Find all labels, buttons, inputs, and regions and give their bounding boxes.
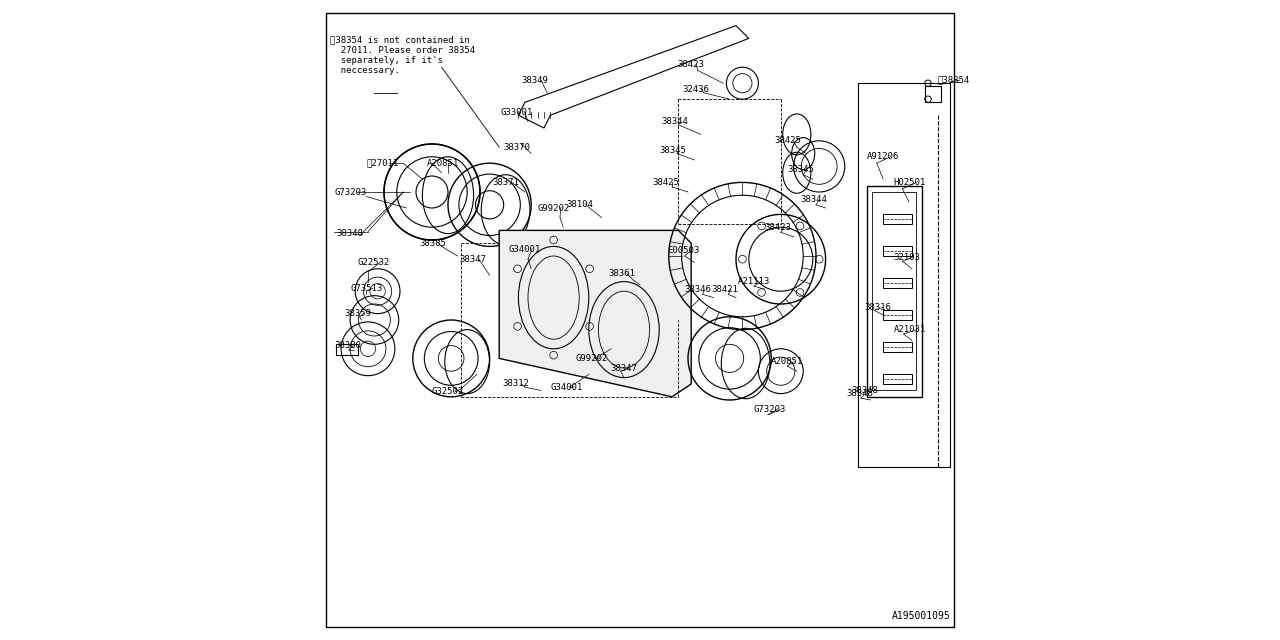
Text: 38385: 38385: [420, 239, 445, 248]
Text: G99202: G99202: [576, 354, 608, 363]
Bar: [883, 214, 913, 224]
Bar: [883, 278, 913, 288]
Text: 38316: 38316: [864, 303, 891, 312]
Polygon shape: [518, 26, 749, 128]
Text: 38346: 38346: [685, 285, 712, 294]
Text: 38347: 38347: [460, 255, 486, 264]
Text: G73203: G73203: [334, 188, 366, 196]
Text: 38345: 38345: [659, 146, 686, 155]
Text: 38347: 38347: [611, 364, 636, 372]
Text: 38348: 38348: [851, 386, 878, 395]
Text: 38345: 38345: [787, 165, 814, 174]
Polygon shape: [499, 230, 691, 397]
Text: 38348: 38348: [846, 389, 873, 398]
Text: 38370: 38370: [503, 143, 530, 152]
Bar: [883, 310, 913, 320]
Text: 38312: 38312: [502, 380, 529, 388]
Text: 38425: 38425: [653, 178, 680, 187]
Text: 38349: 38349: [522, 76, 548, 84]
Bar: [883, 374, 913, 384]
Text: 38344: 38344: [662, 117, 687, 126]
Bar: [868, 186, 922, 397]
Text: 38361: 38361: [608, 269, 635, 278]
Text: E00503: E00503: [668, 246, 700, 255]
Text: 38380: 38380: [334, 341, 361, 350]
Text: G34001: G34001: [550, 383, 582, 392]
Text: ※38354 is not contained in
  27011. Please order 38354
  separately, if it's
  n: ※38354 is not contained in 27011. Please…: [330, 35, 475, 76]
Text: A195001095: A195001095: [892, 611, 950, 621]
Text: 38348: 38348: [335, 229, 362, 238]
Text: 38421: 38421: [712, 285, 739, 294]
Text: 38423: 38423: [677, 60, 704, 68]
Text: G73513: G73513: [351, 284, 383, 292]
Text: 38104: 38104: [566, 200, 593, 209]
Bar: [335, 344, 358, 355]
Bar: [924, 86, 941, 102]
Text: 38425: 38425: [774, 136, 801, 145]
Text: A20851: A20851: [771, 357, 804, 366]
Text: A91206: A91206: [868, 152, 900, 161]
Bar: [872, 192, 916, 390]
Text: 38359: 38359: [344, 309, 371, 318]
Text: A21113: A21113: [739, 277, 771, 286]
Text: G34001: G34001: [508, 245, 541, 254]
Bar: [883, 342, 913, 352]
Text: 32436: 32436: [682, 85, 709, 94]
Text: 38344: 38344: [800, 195, 827, 204]
Text: G73203: G73203: [754, 405, 786, 414]
Text: 38371: 38371: [493, 178, 520, 187]
Text: A21031: A21031: [893, 325, 925, 334]
Text: ※38354: ※38354: [937, 76, 970, 84]
Text: A20851: A20851: [428, 159, 460, 168]
Text: G33001: G33001: [500, 108, 532, 116]
Text: G22532: G22532: [357, 258, 389, 267]
Text: H02501: H02501: [893, 178, 925, 187]
Text: ※27011: ※27011: [366, 159, 398, 168]
Text: 32103: 32103: [893, 253, 920, 262]
Bar: [883, 246, 913, 256]
Text: 38423: 38423: [765, 223, 791, 232]
Text: G99202: G99202: [538, 204, 570, 212]
Text: G32502: G32502: [433, 387, 465, 396]
Bar: [858, 83, 951, 467]
